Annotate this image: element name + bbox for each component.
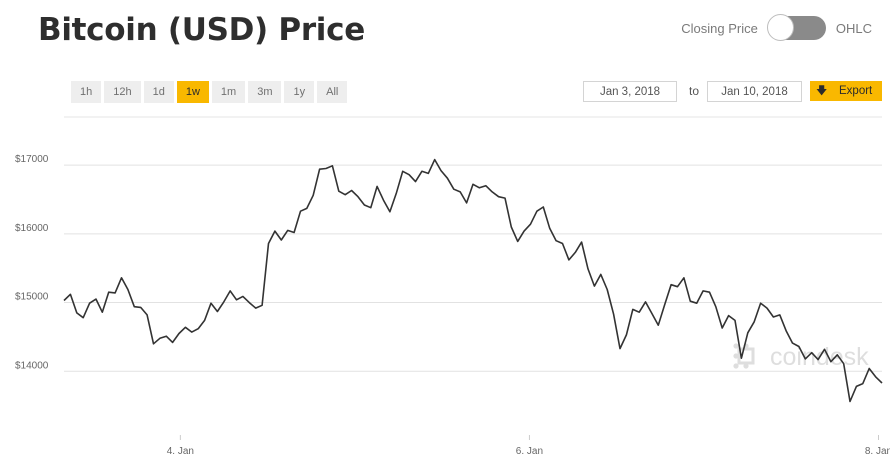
toggle-knob[interactable] bbox=[766, 14, 794, 41]
coindesk-logo-icon bbox=[733, 343, 755, 369]
price-series-line bbox=[63, 158, 883, 403]
x-tick-label: 6. Jan bbox=[516, 446, 543, 457]
range-button-1d[interactable]: 1d bbox=[143, 81, 174, 103]
time-range-selector: 1h 12h 1d 1w 1m 3m 1y All bbox=[71, 81, 348, 103]
y-tick-label: $16000 bbox=[15, 223, 49, 234]
date-to-label: to bbox=[689, 84, 700, 98]
y-tick-label: $14000 bbox=[15, 360, 49, 371]
y-tick-label: $17000 bbox=[15, 154, 49, 165]
range-button-12h[interactable]: 12h bbox=[104, 81, 141, 103]
x-tick-label: 4. Jan bbox=[167, 446, 194, 457]
date-from-input[interactable]: Jan 3, 2018 bbox=[583, 81, 677, 102]
export-label: Export bbox=[839, 85, 873, 97]
y-tick-label: $15000 bbox=[15, 292, 49, 303]
range-button-1h[interactable]: 1h bbox=[71, 81, 102, 103]
y-axis: $14000 $15000 $16000 $17000 bbox=[15, 154, 49, 371]
closing-price-label: Closing Price bbox=[681, 20, 758, 36]
range-button-1w[interactable]: 1w bbox=[176, 81, 209, 103]
download-arrow-icon: 🡇 bbox=[816, 85, 828, 97]
ohlc-label: OHLC bbox=[835, 20, 872, 36]
date-to-input[interactable]: Jan 10, 2018 bbox=[707, 81, 802, 102]
range-button-1y[interactable]: 1y bbox=[284, 81, 315, 103]
price-mode-toggle-group: Closing Price OHLC bbox=[681, 14, 872, 41]
range-button-all[interactable]: All bbox=[317, 81, 348, 103]
range-button-3m[interactable]: 3m bbox=[248, 81, 282, 103]
export-button[interactable]: 🡇 Export bbox=[810, 81, 882, 101]
coindesk-watermark: coindesk bbox=[733, 343, 869, 371]
price-mode-toggle[interactable] bbox=[766, 14, 826, 41]
chart-grid bbox=[64, 164, 882, 372]
range-button-1m[interactable]: 1m bbox=[211, 81, 246, 103]
page-title: Bitcoin (USD) Price bbox=[38, 12, 365, 48]
x-tick-label: 8. Jan bbox=[865, 446, 890, 457]
